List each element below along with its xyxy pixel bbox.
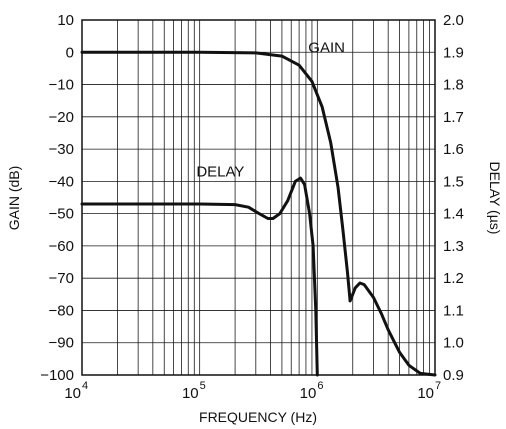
plot-frame [81,19,436,376]
left-tick-label: −70 [49,270,74,287]
left-tick-label: −30 [49,141,74,158]
x-tick-exponent: 5 [200,380,206,392]
annotations: GAIN DELAY [196,39,345,180]
series-label-gain: GAIN [308,39,345,56]
left-tick-label: −20 [49,109,74,126]
x-tick-base: 10 [64,385,81,402]
x-tick-exponent: 6 [317,380,323,392]
x-tick-exponent: 4 [82,380,88,392]
right-tick-label: 1.2 [443,270,464,287]
x-axis-title: FREQUENCY (Hz) [199,409,317,425]
left-tick-label: 10 [57,12,74,29]
left-tick-label: −60 [49,238,74,255]
x-tick-label: 10 7 [417,380,441,402]
right-tick-label: 1.3 [443,238,464,255]
right-tick-label: 1.4 [443,206,464,223]
x-tick-exponent: 7 [435,380,441,392]
left-axis-title: GAIN (dB) [6,166,22,231]
x-axis-ticks: 10 4 10 5 10 6 10 7 [64,380,441,402]
series-label-delay: DELAY [196,164,244,181]
right-tick-label: 1.8 [443,77,464,94]
left-tick-label: −10 [49,77,74,94]
x-tick-label: 10 6 [300,380,324,402]
gain-tail-curve [348,281,437,377]
right-axis-ticks: 2.0 1.9 1.8 1.7 1.6 1.5 1.4 1.3 1.2 1.1 1.0 0.9 [443,12,464,384]
left-axis-ticks: 10 0 −10 −20 −30 −40 −50 −60 −70 −80 −90 −100 [40,12,74,384]
left-tick-label: 0 [66,44,74,61]
gain-curve [80,50,352,303]
x-tick-label: 10 5 [182,380,206,402]
right-tick-label: 0.9 [443,367,464,384]
right-tick-label: 1.5 [443,173,464,190]
right-tick-label: 1.1 [443,302,464,319]
curves [80,50,437,377]
left-tick-label: −80 [49,302,74,319]
x-tick-base: 10 [417,385,434,402]
left-tick-label: −90 [49,335,74,352]
left-tick-label: −100 [40,367,74,384]
x-tick-label: 10 4 [64,380,88,402]
right-tick-label: 2.0 [443,12,464,29]
right-tick-label: 1.6 [443,141,464,158]
x-tick-base: 10 [182,385,199,402]
right-axis-title: DELAY (µs) [487,162,503,235]
x-tick-base: 10 [300,385,317,402]
delay-curve [80,176,319,377]
left-tick-label: −40 [49,173,74,190]
grid [81,19,435,376]
right-tick-label: 1.0 [443,335,464,352]
right-tick-label: 1.7 [443,109,464,126]
left-tick-label: −50 [49,206,74,223]
right-tick-label: 1.9 [443,44,464,61]
